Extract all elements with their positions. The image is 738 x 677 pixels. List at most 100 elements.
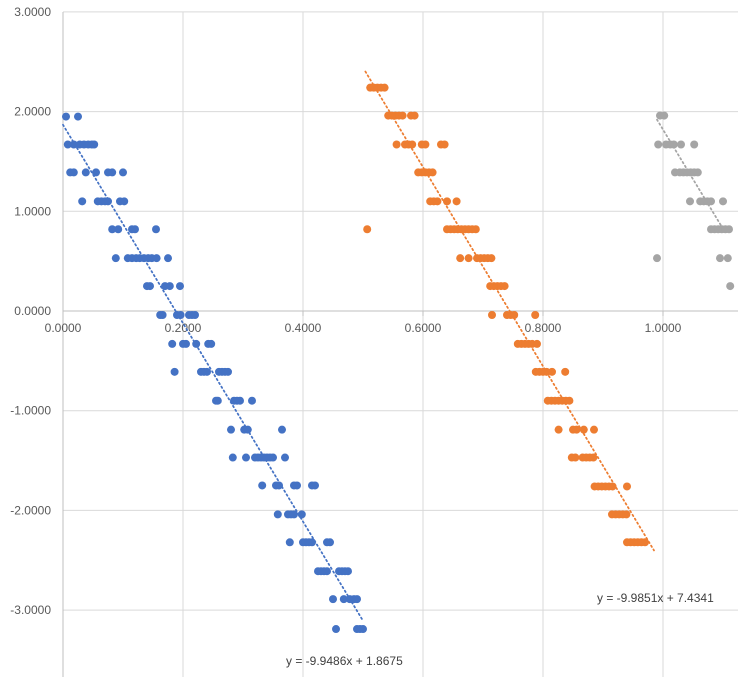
data-point xyxy=(243,425,252,434)
data-point xyxy=(456,254,465,263)
data-point xyxy=(164,254,172,263)
y-tick-label: 2.0000 xyxy=(14,105,51,119)
data-point xyxy=(69,168,78,177)
x-tick-label: 0.8000 xyxy=(525,321,562,335)
data-point xyxy=(290,510,298,519)
data-point xyxy=(510,310,519,319)
data-point xyxy=(228,453,237,462)
data-point xyxy=(108,168,117,177)
y-tick-labels: 3.0000 2.0000 1.0000 0.0000 -1.0000 -2.0… xyxy=(10,5,51,617)
data-point xyxy=(146,282,154,291)
data-point xyxy=(392,140,401,149)
data-point xyxy=(548,367,556,376)
data-point xyxy=(690,140,699,149)
data-point xyxy=(500,282,509,291)
y-tick-label: 1.0000 xyxy=(14,204,51,218)
data-point xyxy=(471,225,480,234)
data-point xyxy=(686,197,694,206)
data-point xyxy=(488,310,496,319)
data-point xyxy=(81,168,90,177)
data-point xyxy=(363,225,372,234)
data-point xyxy=(227,425,235,434)
data-point xyxy=(203,367,211,376)
x-tick-label: 0.2000 xyxy=(165,321,202,335)
data-point xyxy=(120,197,129,206)
trendline-series-1 xyxy=(62,123,364,622)
data-point xyxy=(452,197,461,206)
data-point xyxy=(74,112,82,121)
data-point xyxy=(421,140,430,149)
data-point xyxy=(104,197,112,206)
data-point xyxy=(653,254,661,263)
data-point xyxy=(380,83,389,92)
x-tick-label: 1.0000 xyxy=(645,321,682,335)
data-point xyxy=(654,140,663,149)
data-point xyxy=(561,367,570,376)
data-point xyxy=(622,510,631,519)
data-point xyxy=(579,425,588,434)
data-point xyxy=(213,396,222,405)
data-point xyxy=(707,197,715,206)
y-tick-label: 0.0000 xyxy=(14,304,51,318)
data-point xyxy=(285,538,294,547)
trendline-equation: y = -9.9486x + 1.8675 xyxy=(286,654,403,668)
data-point xyxy=(410,111,419,120)
data-point xyxy=(554,425,563,434)
data-point xyxy=(236,396,244,405)
y-tick-label: -1.0000 xyxy=(10,404,51,418)
trendline-equation: y = -9.9851x + 7.4341 xyxy=(597,591,714,605)
data-point xyxy=(589,453,598,462)
data-point xyxy=(275,481,283,490)
data-point xyxy=(323,567,331,576)
data-point xyxy=(108,225,117,234)
data-point xyxy=(308,538,316,547)
trendline-series-2 xyxy=(364,70,655,552)
data-point xyxy=(443,197,451,206)
x-tick-label: 0.6000 xyxy=(405,321,442,335)
data-point xyxy=(533,339,541,348)
data-point xyxy=(242,453,250,462)
data-point xyxy=(440,140,449,149)
data-point xyxy=(572,425,581,434)
data-point xyxy=(278,425,286,434)
data-point xyxy=(69,140,78,149)
data-point xyxy=(119,168,127,177)
data-point xyxy=(723,254,732,263)
data-point xyxy=(191,310,199,319)
data-point xyxy=(339,595,348,604)
data-point xyxy=(90,140,99,149)
data-point xyxy=(326,538,334,547)
data-point xyxy=(293,481,301,490)
data-point xyxy=(131,225,139,234)
data-point xyxy=(693,168,702,177)
data-point xyxy=(114,225,123,234)
data-point xyxy=(408,140,417,149)
data-point xyxy=(92,168,100,177)
data-point xyxy=(165,282,174,291)
data-point xyxy=(590,425,598,434)
data-point xyxy=(78,197,87,206)
data-point xyxy=(725,225,733,234)
data-point xyxy=(565,396,574,405)
data-point xyxy=(608,482,617,491)
data-point xyxy=(531,310,540,319)
data-point xyxy=(677,140,685,149)
data-point xyxy=(297,510,306,519)
data-point xyxy=(158,310,167,319)
data-point xyxy=(716,254,724,263)
data-point xyxy=(269,453,277,462)
data-points xyxy=(62,83,735,634)
data-point xyxy=(311,481,319,490)
data-point xyxy=(641,538,649,547)
x-tick-label: 0.0000 xyxy=(45,321,82,335)
data-point xyxy=(207,339,216,348)
data-point xyxy=(464,254,473,263)
data-point xyxy=(192,339,201,348)
data-point xyxy=(332,625,340,634)
data-point xyxy=(281,453,289,462)
data-point xyxy=(111,254,120,263)
trendline-equations: y = -9.9486x + 1.8675 y = -9.9851x + 7.4… xyxy=(286,591,714,668)
data-point xyxy=(62,112,70,121)
data-point xyxy=(248,396,256,405)
